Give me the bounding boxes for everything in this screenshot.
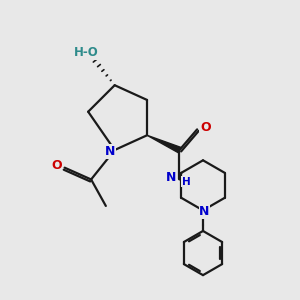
Text: O: O: [51, 159, 62, 172]
Polygon shape: [147, 135, 181, 153]
Text: N: N: [105, 145, 116, 158]
Text: H-O: H-O: [74, 46, 99, 59]
Text: N: N: [166, 172, 176, 184]
Text: N: N: [199, 205, 210, 218]
Text: O: O: [200, 122, 211, 134]
Text: H: H: [182, 177, 190, 187]
